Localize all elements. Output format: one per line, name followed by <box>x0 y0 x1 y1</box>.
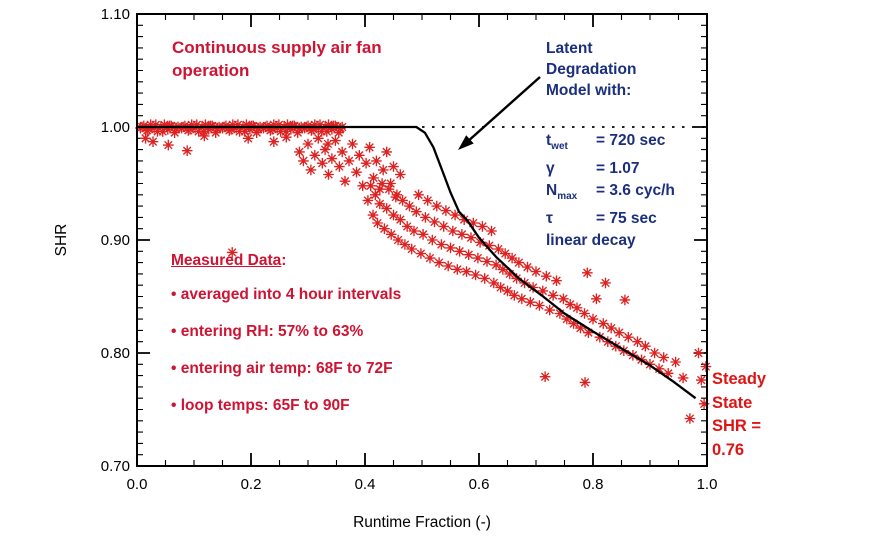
x-tick-label: 0.2 <box>241 476 262 493</box>
param-line: twet = 720 sec <box>546 130 675 158</box>
x-tick-label: 0.6 <box>469 476 490 493</box>
annotation-arrow-head <box>458 135 474 150</box>
text-line: Degradation <box>546 61 637 78</box>
param-footer: linear decay <box>546 232 636 250</box>
measured-bullet: entering air temp: 68F to 72F <box>171 358 401 380</box>
annotation-arrow-shaft <box>464 76 541 145</box>
measured-data-heading: Measured Data: <box>171 252 287 269</box>
x-axis-title: Runtime Fraction (-) <box>353 514 491 531</box>
param-line: γ = 1.07 <box>546 158 675 180</box>
y-tick-label: 0.90 <box>101 232 130 249</box>
param-symbol: τ <box>546 210 553 228</box>
y-tick-label: 0.80 <box>101 345 130 362</box>
y-tick-label: 1.00 <box>101 119 130 136</box>
x-tick-label: 0.0 <box>127 476 148 493</box>
y-tick-label: 0.70 <box>101 458 130 475</box>
param-symbol: Nmax <box>546 182 578 203</box>
param-value: = 1.07 <box>596 160 640 178</box>
model-parameters-block: twet = 720 sec γ = 1.07 Nmax = 3.6 cyc/h τ = 75… <box>546 130 675 252</box>
measured-bullet: entering RH: 57% to 63% <box>171 321 401 343</box>
param-rows: twet = 720 sec γ = 1.07 Nmax = 3.6 cyc/h τ = 75… <box>546 130 675 230</box>
text-line: Steady <box>712 370 767 388</box>
latent-degradation-model-label: Latent Degradation Model with: <box>546 38 636 101</box>
supply-fan-note: Continuous supply air fan operation <box>172 36 382 82</box>
param-value: = 75 sec <box>596 210 657 228</box>
steady-state-label: Steady State SHR = 0.76 <box>712 368 766 462</box>
measured-bullet: loop temps: 65F to 90F <box>171 395 401 417</box>
measured-data-bullets: averaged into 4 hour intervals entering R… <box>171 284 402 417</box>
param-symbol: γ <box>546 160 555 178</box>
param-line: Nmax = 3.6 cyc/h <box>546 180 675 208</box>
axis-frame <box>136 13 708 467</box>
param-line: τ = 75 sec <box>546 208 675 230</box>
text-line: SHR = <box>712 417 762 435</box>
x-tick-label: 1.0 <box>697 476 718 493</box>
text-line: 0.76 <box>712 440 745 459</box>
text-line: Latent <box>546 40 593 57</box>
param-value: = 720 sec <box>596 132 666 149</box>
text-line: Continuous supply air fan <box>172 38 382 57</box>
measured-data-block: Measured Data: averaged into 4 hour inte… <box>171 252 401 432</box>
x-tick-label: 0.4 <box>355 476 376 493</box>
text-line: Model with: <box>546 82 632 99</box>
param-value: = 3.6 cyc/h <box>596 182 675 200</box>
text-line: operation <box>172 61 250 80</box>
x-tick-label: 0.8 <box>583 476 604 493</box>
param-symbol: twet <box>546 132 568 153</box>
y-tick-label: 1.10 <box>101 6 130 23</box>
model-curve <box>137 125 697 400</box>
y-axis-title: SHR <box>53 223 70 257</box>
measured-bullet: averaged into 4 hour intervals <box>171 284 402 306</box>
text-line: State <box>712 393 753 412</box>
